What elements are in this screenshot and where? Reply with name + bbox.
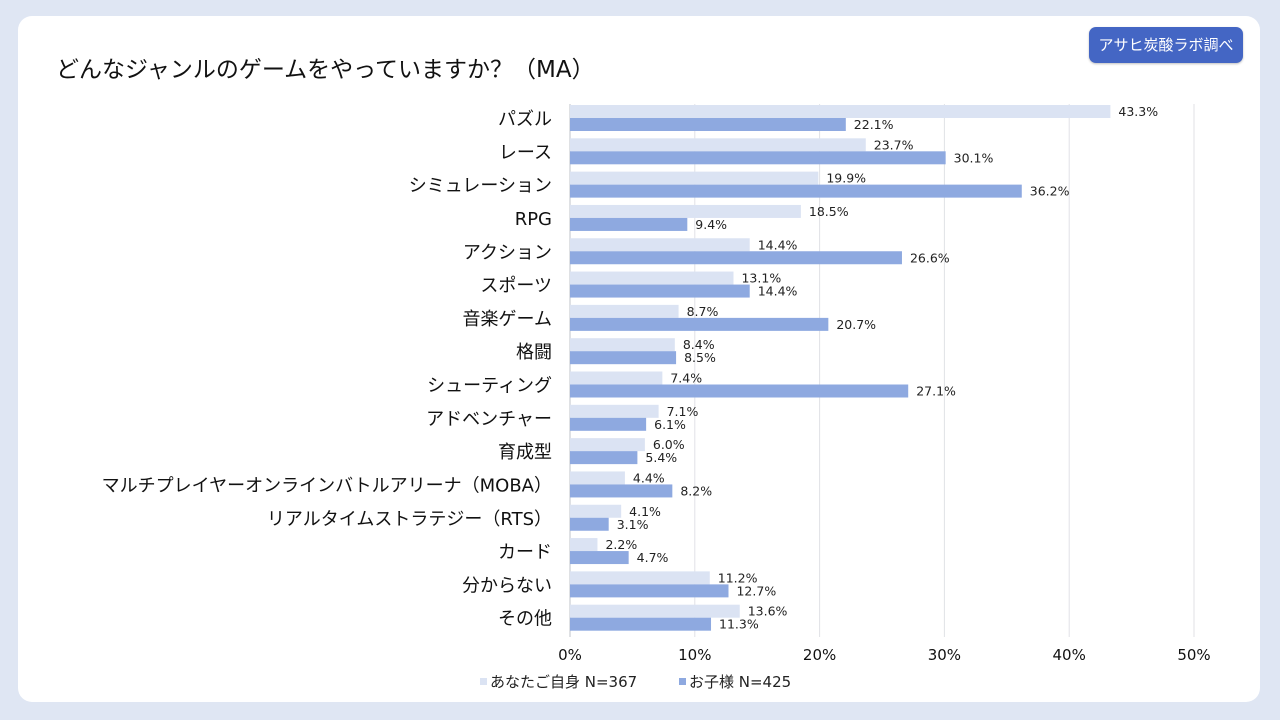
category-label: RPG bbox=[515, 209, 552, 230]
category-label: アクション bbox=[463, 242, 552, 263]
data-label: 7.4% bbox=[670, 371, 702, 386]
bar-self bbox=[570, 271, 734, 285]
category-label: アドベンチャー bbox=[426, 409, 552, 430]
bar-child bbox=[570, 184, 1022, 198]
bar-self bbox=[570, 171, 819, 185]
data-label: 11.2% bbox=[718, 570, 758, 585]
data-label: 6.0% bbox=[653, 437, 685, 452]
bar-child bbox=[570, 217, 688, 231]
data-label: 7.1% bbox=[667, 404, 699, 419]
data-label: 26.6% bbox=[910, 250, 950, 265]
bar-child bbox=[570, 417, 647, 431]
category-label: その他 bbox=[498, 609, 552, 630]
bar-self bbox=[570, 238, 750, 252]
bar-self bbox=[570, 438, 645, 452]
data-label: 5.4% bbox=[645, 450, 677, 465]
bar-self bbox=[570, 504, 622, 518]
data-label: 12.7% bbox=[736, 583, 776, 598]
page-title: どんなジャンルのゲームをやっていますか？（MA） bbox=[56, 57, 595, 83]
bar-child bbox=[570, 517, 609, 531]
bar-self bbox=[570, 538, 598, 552]
data-label: 14.4% bbox=[758, 284, 798, 299]
data-label: 19.9% bbox=[826, 171, 866, 186]
bar-self bbox=[570, 338, 675, 352]
bar-self bbox=[570, 571, 710, 585]
bar-child bbox=[570, 584, 729, 598]
data-label: 8.7% bbox=[687, 304, 719, 319]
data-label: 13.6% bbox=[748, 604, 788, 619]
bar-child bbox=[570, 317, 829, 331]
category-label: パズル bbox=[498, 109, 552, 130]
legend-swatch bbox=[679, 678, 686, 685]
x-tick-label: 0% bbox=[558, 646, 582, 664]
bar-self bbox=[570, 404, 659, 418]
legend-label: あなたご自身 N=367 bbox=[490, 673, 637, 691]
bar-child bbox=[570, 384, 909, 398]
x-tick-label: 40% bbox=[1053, 646, 1086, 664]
data-label: 22.1% bbox=[854, 117, 894, 132]
x-tick-label: 50% bbox=[1177, 646, 1210, 664]
data-label: 9.4% bbox=[695, 217, 727, 232]
category-label: マルチプレイヤーオンラインバトルアリーナ（MOBA） bbox=[102, 475, 552, 496]
bar-self bbox=[570, 105, 1111, 118]
data-label: 43.3% bbox=[1118, 104, 1158, 119]
data-label: 8.5% bbox=[684, 350, 716, 365]
category-label: レース bbox=[499, 142, 552, 163]
category-label: 音楽ゲーム bbox=[463, 309, 552, 330]
x-tick-label: 30% bbox=[928, 646, 961, 664]
data-label: 14.4% bbox=[758, 237, 798, 252]
x-tick-label: 20% bbox=[803, 646, 836, 664]
data-label: 23.7% bbox=[874, 137, 914, 152]
category-label: 育成型 bbox=[498, 442, 552, 463]
category-label: リアルタイムストラテジー（RTS） bbox=[267, 509, 552, 530]
data-label: 8.4% bbox=[683, 337, 715, 352]
data-label: 2.2% bbox=[605, 537, 637, 552]
bar-child bbox=[570, 351, 677, 365]
category-label: シミュレーション bbox=[409, 176, 552, 197]
data-label: 27.1% bbox=[916, 384, 956, 399]
bar-child bbox=[570, 617, 712, 631]
data-label: 8.2% bbox=[680, 483, 712, 498]
bar-child bbox=[570, 118, 846, 131]
bar-child bbox=[570, 484, 673, 498]
data-label: 4.4% bbox=[633, 470, 665, 485]
bar-self bbox=[570, 138, 866, 152]
bar-child bbox=[570, 284, 750, 298]
data-label: 36.2% bbox=[1030, 184, 1070, 199]
legend-swatch bbox=[480, 678, 487, 685]
bar-child bbox=[570, 451, 638, 465]
category-label: スポーツ bbox=[480, 276, 552, 297]
bar-child bbox=[570, 551, 629, 565]
bar-self bbox=[570, 471, 625, 485]
bar-self bbox=[570, 304, 679, 318]
data-label: 4.7% bbox=[637, 550, 669, 565]
category-label: シューティング bbox=[427, 376, 552, 397]
category-label: 分からない bbox=[462, 575, 552, 596]
data-label: 4.1% bbox=[629, 504, 661, 519]
bar-self bbox=[570, 604, 740, 618]
data-label: 6.1% bbox=[654, 417, 686, 432]
data-label: 11.3% bbox=[719, 617, 759, 632]
bar-self bbox=[570, 371, 663, 385]
data-label: 3.1% bbox=[617, 517, 649, 532]
legend-label: お子様 N=425 bbox=[689, 673, 791, 691]
bar-self bbox=[570, 204, 801, 218]
source-badge: アサヒ炭酸ラボ調べ bbox=[1089, 27, 1243, 63]
data-label: 30.1% bbox=[954, 150, 994, 165]
bar-child bbox=[570, 151, 946, 165]
category-label: カード bbox=[498, 542, 552, 563]
data-label: 13.1% bbox=[741, 271, 781, 286]
bar-child bbox=[570, 251, 902, 265]
data-label: 20.7% bbox=[836, 317, 876, 332]
data-label: 18.5% bbox=[809, 204, 849, 219]
x-tick-label: 10% bbox=[678, 646, 711, 664]
category-label: 格闘 bbox=[516, 342, 552, 363]
